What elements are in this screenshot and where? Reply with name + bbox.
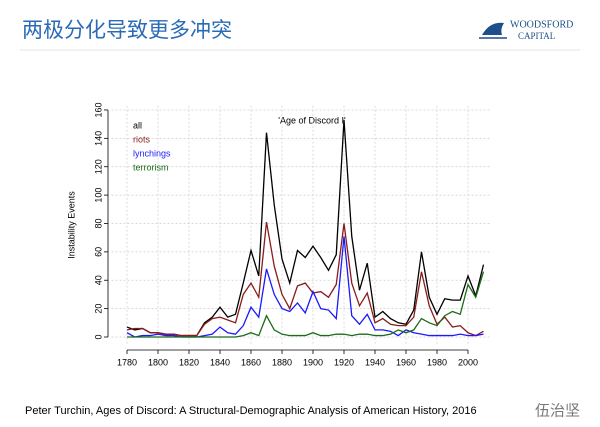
- x-tick-label: 1920: [334, 357, 354, 367]
- plot: 0 20 40 60 80 100 120 140 160 1780 1800 1820 1840 186…: [93, 102, 490, 367]
- x-tick-label: 1980: [427, 357, 447, 367]
- y-tick-label: 160: [93, 102, 103, 117]
- legend-label: all: [133, 120, 142, 130]
- watermark: 伍治坚: [535, 402, 580, 420]
- series-line: [127, 271, 485, 338]
- slide-title: 两极分化导致更多冲突: [22, 18, 232, 42]
- y-axis-label: Instability Events: [66, 191, 76, 259]
- x-tick-label: 1840: [210, 357, 230, 367]
- y-tick-label: 120: [93, 159, 103, 174]
- y-tick-label: 20: [93, 304, 103, 314]
- logo: WOODSFORD CAPITAL: [479, 19, 573, 41]
- logo-text: WOODSFORD: [510, 19, 573, 30]
- legend-label: riots: [133, 134, 151, 144]
- x-tick-label: 1960: [396, 357, 416, 367]
- logo-text: CAPITAL: [518, 31, 555, 41]
- y-tick-label: 0: [93, 334, 103, 339]
- legend-label: terrorism: [133, 162, 169, 172]
- y-tick-label: 140: [93, 131, 103, 146]
- series-line: [126, 221, 484, 337]
- x-tick-label: 1800: [148, 357, 168, 367]
- y-tick-label: 100: [93, 188, 103, 203]
- x-tick-label: 1880: [272, 357, 292, 367]
- x-tick-label: 1780: [117, 357, 137, 367]
- x-tick-label: 1940: [365, 357, 385, 367]
- annotation: 'Age of Discord I': [278, 115, 346, 125]
- x-tick-label: 1860: [241, 357, 261, 367]
- x-tick-label: 1900: [303, 357, 323, 367]
- logo-icon: [482, 22, 504, 35]
- y-tick-label: 80: [93, 218, 103, 228]
- citation: Peter Turchin, Ages of Discord: A Struct…: [25, 405, 477, 417]
- y-tick-label: 40: [93, 275, 103, 285]
- x-tick-label: 1820: [179, 357, 199, 367]
- x-tick-label: 2000: [458, 357, 478, 367]
- y-tick-label: 60: [93, 247, 103, 257]
- legend-label: lynchings: [133, 148, 171, 158]
